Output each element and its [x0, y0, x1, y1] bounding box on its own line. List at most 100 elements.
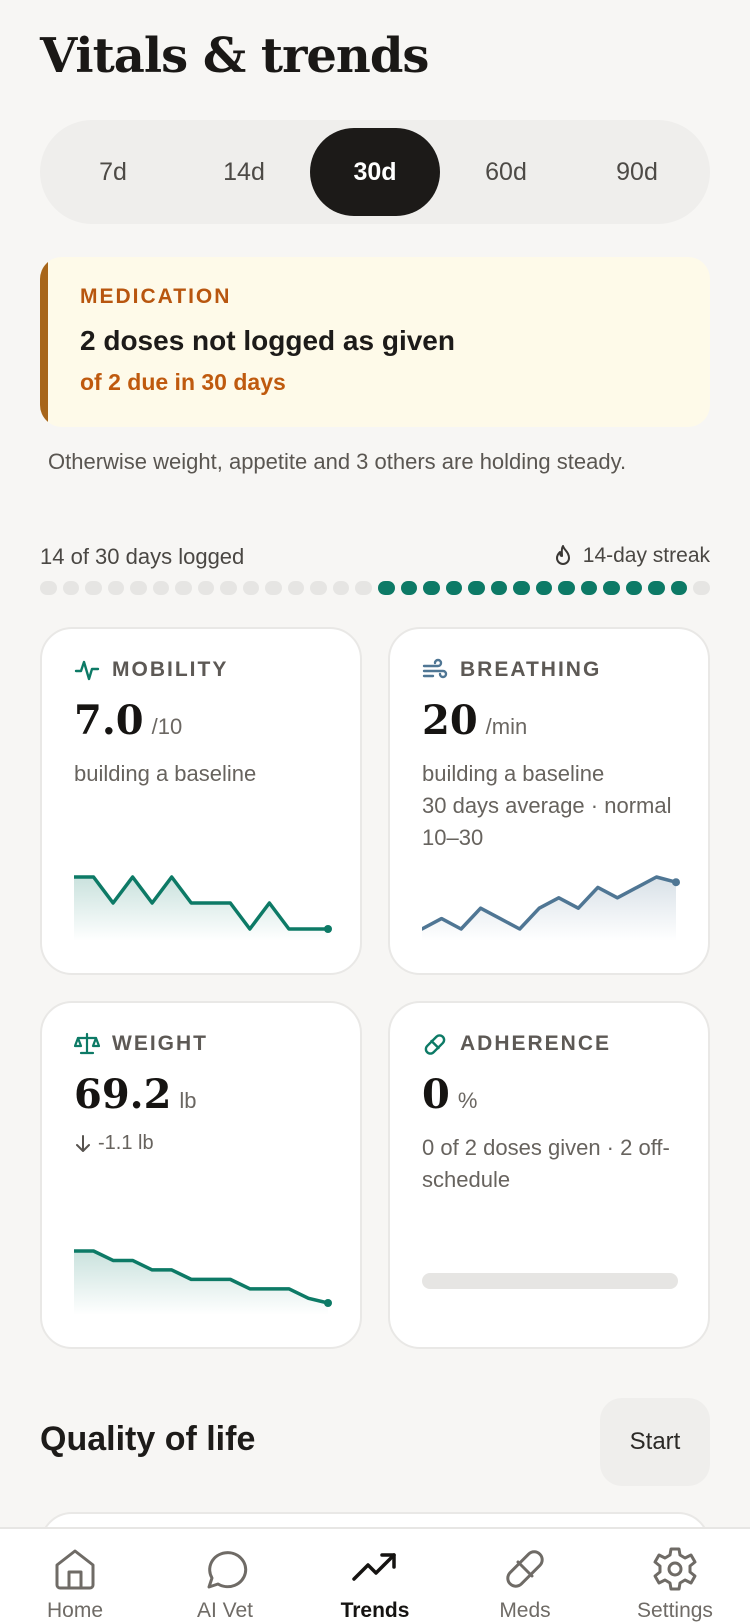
day-dot-empty: [85, 581, 102, 595]
range-option-60d[interactable]: 60d: [485, 157, 527, 186]
day-dot-logged: [625, 581, 643, 595]
home-icon: [55, 1549, 95, 1590]
adherence-progress-bar: [422, 1273, 678, 1289]
adherence-label: ADHERENCE: [460, 1032, 612, 1055]
adherence-note: 0 of 2 doses given · 2 off-schedule: [422, 1135, 670, 1192]
mobility-note: building a baseline: [74, 761, 257, 786]
day-dot-logged: [558, 581, 575, 595]
range-selector: 7d 14d 30d 60d 90d: [40, 120, 710, 224]
nav-ai-vet[interactable]: AI Vet: [150, 1529, 300, 1623]
sparkline-line: [422, 875, 678, 931]
day-dot-logged: [670, 581, 688, 595]
sparkline-area: [74, 877, 328, 941]
breathing-value: 20: [422, 697, 478, 744]
day-dot-empty: [220, 581, 237, 595]
day-dot-empty: [355, 581, 372, 595]
range-option-14d[interactable]: 14d: [223, 157, 265, 186]
range-option-90d[interactable]: 90d: [616, 157, 658, 186]
adherence-card[interactable]: ADHERENCE 0 % 0 of 2 doses given · 2 off…: [388, 1001, 710, 1349]
day-dot-empty: [265, 581, 282, 595]
day-dot-logged: [535, 581, 553, 595]
day-dot-empty: [242, 581, 260, 595]
nav-home[interactable]: Home: [0, 1529, 150, 1623]
streak-badge: 14-day streak: [553, 544, 710, 568]
range-option-30d[interactable]: 30d: [310, 128, 440, 216]
day-dot-empty: [40, 581, 57, 595]
flame-icon: [555, 545, 570, 565]
alert-title: 2 doses not logged as given: [80, 325, 455, 356]
nav-meds[interactable]: Meds: [450, 1529, 600, 1623]
weight-unit: lb: [179, 1088, 197, 1113]
weight-card-header: WEIGHT: [74, 1031, 330, 1057]
weight-card[interactable]: WEIGHT 69.2 lb -1.1 lb: [40, 1001, 362, 1349]
day-dot-empty: [197, 581, 215, 595]
breathing-sub: 30 days average · normal 10–30: [422, 793, 672, 850]
nav-settings[interactable]: Settings: [600, 1529, 750, 1623]
pill-icon: [424, 1034, 446, 1055]
day-dot-logged: [490, 581, 508, 595]
sparkline-last-point: [672, 878, 680, 887]
day-dot-logged: [445, 581, 463, 595]
quality-of-life-title: Quality of life: [40, 1420, 256, 1458]
day-dot-empty: [310, 581, 327, 595]
streak-text: 14-day streak: [582, 544, 710, 567]
breathing-sparkline: [422, 875, 680, 941]
nav-meds-label: Meds: [499, 1599, 551, 1622]
day-dot-logged: [423, 581, 440, 595]
adherence-unit: %: [457, 1088, 478, 1113]
adherence-value: 0: [422, 1071, 450, 1118]
nav-home-label: Home: [46, 1599, 104, 1622]
sparkline-last-point: [324, 925, 332, 933]
medication-alert[interactable]: MEDICATION 2 doses not logged as given o…: [40, 257, 710, 427]
alert-kicker: MEDICATION: [80, 285, 232, 308]
breathing-label: BREATHING: [460, 658, 602, 681]
scale-icon: [74, 1032, 100, 1055]
day-dot-logged: [513, 581, 530, 595]
alert-subtitle: of 2 due in 30 days: [80, 369, 286, 395]
nav-ai-vet-label: AI Vet: [196, 1599, 254, 1622]
day-dot-empty: [130, 581, 147, 595]
weight-sparkline: [74, 1249, 332, 1315]
weight-delta-text: -1.1 lb: [98, 1132, 154, 1154]
day-dot-empty: [107, 581, 125, 595]
day-dot-empty: [693, 581, 710, 595]
day-dot-logged: [603, 581, 620, 595]
range-option-7d[interactable]: 7d: [99, 157, 127, 186]
trend-up-icon: [352, 1553, 396, 1581]
day-dot-empty: [152, 581, 170, 595]
breathing-unit: /min: [485, 714, 528, 739]
adherence-card-header: ADHERENCE: [422, 1031, 678, 1057]
day-dot-logged: [468, 581, 485, 595]
sparkline-area: [422, 877, 676, 941]
breathing-card-header: BREATHING: [422, 657, 678, 683]
start-qol-button[interactable]: Start: [600, 1398, 710, 1486]
nav-trends-label: Trends: [340, 1599, 410, 1622]
day-dot-empty: [332, 581, 350, 595]
weight-delta: -1.1 lb: [74, 1132, 330, 1155]
day-dot-empty: [62, 581, 80, 595]
pill-icon: [506, 1550, 544, 1588]
nav-trends[interactable]: Trends: [300, 1529, 450, 1623]
sparkline-last-point: [324, 1299, 332, 1307]
page-title: Vitals & trends: [40, 28, 429, 84]
activity-icon: [74, 660, 100, 681]
day-dot-logged: [400, 581, 418, 595]
days-logged-text: 14 of 30 days logged: [40, 544, 245, 569]
chat-bubble-icon: [207, 1551, 248, 1589]
logged-days-strip: [40, 581, 710, 595]
day-dot-empty: [287, 581, 305, 595]
weight-value: 69.2: [74, 1071, 172, 1118]
mobility-unit: /10: [151, 714, 183, 739]
breathing-card[interactable]: BREATHING 20 /min building a baseline 30…: [388, 627, 710, 975]
day-dot-empty: [175, 581, 192, 595]
arrow-down-icon: [76, 1134, 90, 1152]
mobility-label: MOBILITY: [112, 658, 229, 681]
mobility-sparkline: [74, 875, 332, 941]
day-dot-logged: [580, 581, 598, 595]
breathing-note: building a baseline: [422, 761, 605, 786]
weight-label: WEIGHT: [112, 1032, 208, 1055]
mobility-card[interactable]: MOBILITY 7.0 /10 building a baseline: [40, 627, 362, 975]
sparkline-line: [74, 875, 330, 931]
gear-icon: [653, 1547, 697, 1591]
wind-icon: [422, 658, 448, 679]
